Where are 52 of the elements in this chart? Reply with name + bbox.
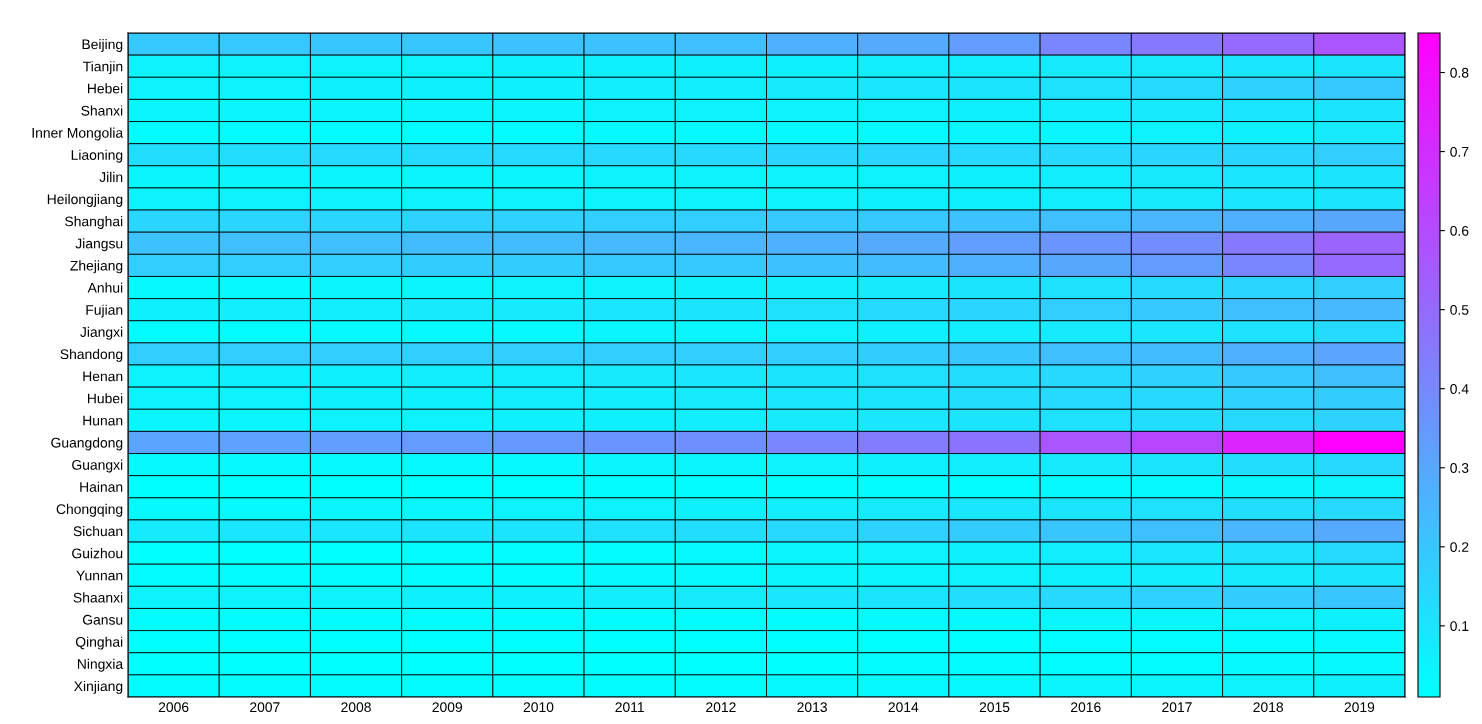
y-tick-label: Shandong: [60, 348, 123, 362]
x-tick-label: 2010: [523, 702, 554, 713]
y-tick-label: Sichuan: [73, 525, 123, 537]
y-tick-label: Xinjiang: [74, 680, 123, 694]
y-tick-label: Jiangxi: [80, 326, 123, 340]
y-tick-label: Henan: [83, 371, 123, 382]
color-bar-label: 0.6: [1450, 225, 1469, 236]
y-tick-label: Shaanxi: [73, 592, 123, 603]
y-tick-label: Guizhou: [72, 548, 123, 559]
y-tick-label: Liaoning: [71, 149, 123, 163]
color-bar-label: 0.8: [1450, 67, 1469, 78]
y-tick-label: Gansu: [82, 614, 123, 625]
y-tick-label: Fujian: [86, 304, 123, 318]
y-tick-label: Jilin: [99, 171, 123, 183]
y-tick-label: Hunan: [83, 415, 123, 426]
x-tick-label: 2009: [432, 702, 463, 713]
y-tick-label: Jiangsu: [75, 238, 123, 252]
y-tick-label: Chongqing: [56, 503, 123, 517]
y-tick-label: Shanxi: [81, 105, 123, 116]
y-tick-label: Hebei: [87, 83, 123, 94]
y-tick-label: Zhejiang: [70, 260, 123, 274]
y-tick-label: Ningxia: [77, 658, 124, 672]
x-tick-label: 2015: [979, 702, 1010, 713]
x-tick-label: 2014: [888, 702, 919, 713]
x-tick-label: 2016: [1071, 702, 1101, 713]
y-tick-label: Qinghai: [75, 636, 123, 650]
color-bar-label: 0.7: [1450, 146, 1469, 157]
y-tick-label: Guangxi: [72, 459, 123, 473]
y-tick-label: Shanghai: [65, 216, 123, 230]
x-tick-label: 2006: [158, 702, 189, 713]
color-bar-label: 0.5: [1450, 305, 1469, 315]
y-tick-label: Inner Mongolia: [32, 127, 124, 141]
y-tick-label: Hubei: [87, 393, 123, 404]
y-tick-label: Heilongjiang: [47, 193, 123, 207]
y-tick-label: Guangdong: [51, 437, 123, 451]
color-bar-label: 0.1: [1450, 621, 1469, 632]
color-bar-label: 0.3: [1450, 463, 1469, 473]
x-tick-label: 2018: [1253, 702, 1284, 713]
x-tick-label: 2013: [797, 702, 827, 713]
y-tick-label: Tianjin: [83, 61, 123, 75]
x-tick-label: 2011: [615, 702, 644, 713]
y-tick-label: Beijing: [82, 39, 123, 52]
x-tick-label: 2012: [706, 702, 736, 713]
x-tick-label: 2019: [1344, 702, 1375, 713]
y-tick-label: Yunnan: [76, 570, 123, 581]
color-bar-label: 0.2: [1450, 542, 1469, 552]
x-tick-label: 2017: [1162, 702, 1192, 713]
x-tick-label: 2007: [250, 702, 280, 713]
color-bar-label: 0.4: [1450, 384, 1469, 394]
y-tick-label: Anhui: [87, 282, 123, 293]
y-tick-label: Hainan: [80, 481, 123, 492]
x-tick-label: 2008: [341, 702, 371, 713]
